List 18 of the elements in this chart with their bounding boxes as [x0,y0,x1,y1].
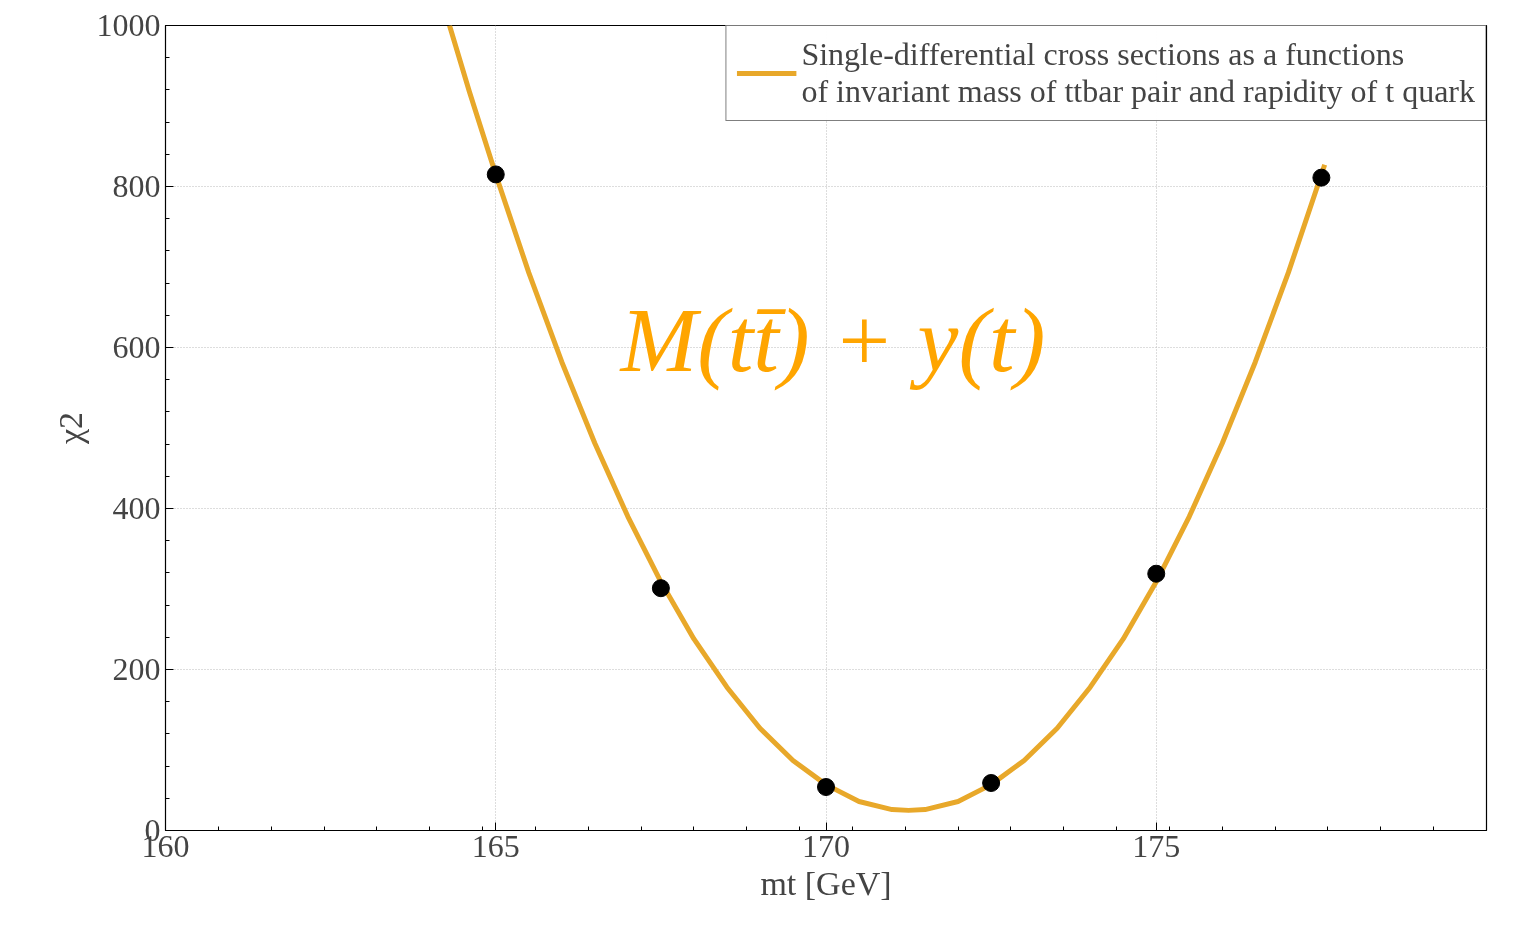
point [817,778,835,797]
annotation: M(tt̄) + y(t) [618,288,1046,391]
point [486,165,505,184]
x-axis-title: mt [GeV] [760,864,892,902]
legend-label: Single-differential cross sections as a functions of invariant mass of ttbar pair and rapidity of t quark [801,36,1475,110]
y-tick-label: 1000 [96,7,161,43]
point [982,774,1001,792]
x-tick-label: 170 [802,827,850,864]
x-tick-label: 175 [1132,827,1181,864]
y-tick-label: 600 [112,329,161,365]
point [651,579,670,598]
point [1312,168,1331,187]
y-axis-title: χ2 [51,411,89,446]
y-tick-label: 800 [112,168,161,204]
point [1147,564,1166,583]
y-tick-label: 200 [112,651,161,687]
x-tick-label: 165 [471,827,520,864]
y-tick-label: 400 [112,490,161,526]
